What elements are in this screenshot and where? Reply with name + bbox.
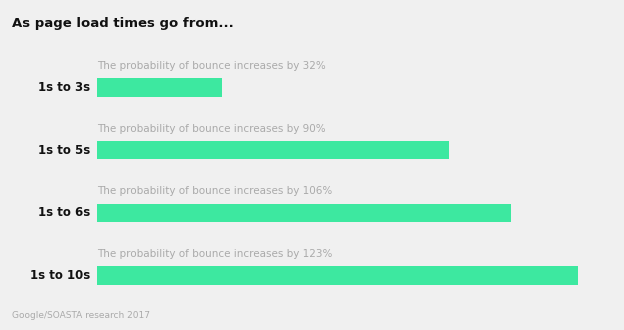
Text: Google/SOASTA research 2017: Google/SOASTA research 2017 (12, 311, 150, 320)
Bar (97, 79, 222, 96)
Text: The probability of bounce increases by 32%: The probability of bounce increases by 3… (97, 61, 326, 71)
Text: 1s to 6s: 1s to 6s (38, 206, 90, 219)
Text: The probability of bounce increases by 90%: The probability of bounce increases by 9… (97, 124, 325, 134)
Bar (97, 141, 449, 159)
Text: 1s to 10s: 1s to 10s (30, 269, 90, 282)
Bar (97, 267, 578, 284)
Bar (97, 204, 512, 222)
Text: 1s to 3s: 1s to 3s (38, 81, 90, 94)
Text: As page load times go from...: As page load times go from... (12, 17, 234, 30)
Text: The probability of bounce increases by 123%: The probability of bounce increases by 1… (97, 249, 332, 259)
Text: 1s to 5s: 1s to 5s (38, 144, 90, 157)
Text: The probability of bounce increases by 106%: The probability of bounce increases by 1… (97, 186, 332, 196)
